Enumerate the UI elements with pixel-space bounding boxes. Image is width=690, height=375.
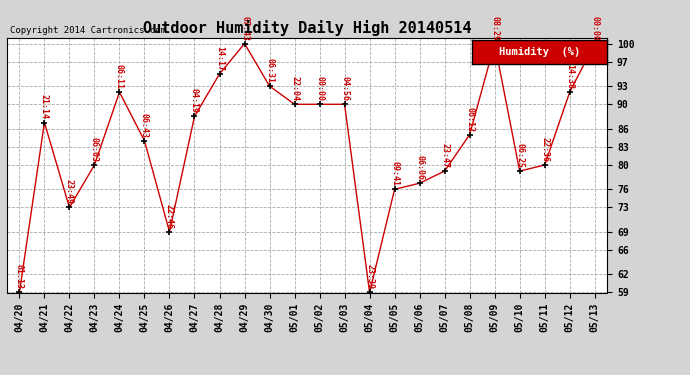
Text: 22:36: 22:36 xyxy=(540,137,549,162)
Text: Copyright 2014 Cartronics.com: Copyright 2014 Cartronics.com xyxy=(10,26,166,35)
Text: 14:17: 14:17 xyxy=(215,46,224,71)
Text: 21:14: 21:14 xyxy=(40,94,49,120)
Text: 23:47: 23:47 xyxy=(440,143,449,168)
Text: 04:56: 04:56 xyxy=(340,76,349,101)
Text: 06:25: 06:25 xyxy=(515,143,524,168)
Text: 06:06: 06:06 xyxy=(415,155,424,180)
Text: 06:43: 06:43 xyxy=(140,112,149,138)
Text: 08:29: 08:29 xyxy=(490,15,499,40)
Text: 07:43: 07:43 xyxy=(240,15,249,40)
Text: 23:39: 23:39 xyxy=(365,264,374,290)
Text: 06:11: 06:11 xyxy=(115,64,124,89)
Text: 06:12: 06:12 xyxy=(465,106,474,132)
Text: 06:31: 06:31 xyxy=(265,58,274,83)
Text: 22:04: 22:04 xyxy=(290,76,299,101)
Text: 23:49: 23:49 xyxy=(65,180,74,204)
Text: 06:03: 06:03 xyxy=(90,137,99,162)
Title: Outdoor Humidity Daily High 20140514: Outdoor Humidity Daily High 20140514 xyxy=(143,20,471,36)
Text: 14:38: 14:38 xyxy=(565,64,574,89)
Text: 22:46: 22:46 xyxy=(165,204,174,229)
Text: 01:13: 01:13 xyxy=(15,264,24,290)
Text: 00:00: 00:00 xyxy=(315,76,324,101)
Text: 04:19: 04:19 xyxy=(190,88,199,113)
Text: 09:41: 09:41 xyxy=(390,161,399,186)
Text: 00:00: 00:00 xyxy=(590,15,599,40)
